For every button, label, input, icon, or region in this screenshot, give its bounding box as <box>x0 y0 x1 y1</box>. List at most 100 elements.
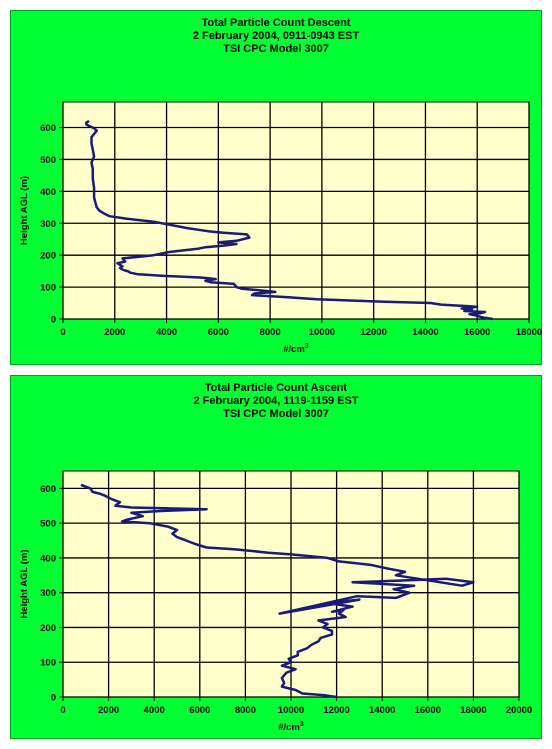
data-point <box>93 133 95 135</box>
data-point <box>215 278 217 280</box>
x-tick-label: 6000 <box>208 327 229 338</box>
data-point <box>206 508 208 510</box>
y-tick-label: 200 <box>40 251 56 262</box>
data-point <box>119 267 121 269</box>
data-point <box>176 529 178 531</box>
data-point <box>110 498 112 500</box>
data-point <box>251 550 253 552</box>
x-tick-label: 12000 <box>323 705 349 716</box>
chart-svg-ascent: 0 2000 4000 6000 8000 10000 12000 14000 16000 180… <box>19 470 532 733</box>
data-point <box>168 251 170 253</box>
data-point <box>310 644 313 646</box>
data-point <box>121 265 124 267</box>
data-point <box>294 689 297 691</box>
data-point <box>167 526 169 528</box>
data-point <box>93 127 95 129</box>
data-point <box>109 215 111 217</box>
data-point <box>186 227 188 229</box>
data-point <box>142 515 144 517</box>
data-point <box>199 276 201 279</box>
data-point <box>85 122 87 124</box>
data-point <box>408 592 411 594</box>
x-tick-label: 6000 <box>189 705 210 716</box>
data-point <box>290 661 292 663</box>
chart-svg-descent: 0 2000 4000 6000 8000 10000 12000 14000 16000 180… <box>19 101 542 355</box>
x-tick-label: 10000 <box>278 705 304 716</box>
data-point <box>331 611 333 613</box>
x-tick-label: 4000 <box>156 327 177 338</box>
data-point <box>204 246 206 248</box>
data-point <box>445 578 447 580</box>
data-point <box>476 315 478 317</box>
data-point <box>386 567 388 569</box>
y-tick-label: 300 <box>40 588 56 599</box>
data-point <box>468 305 471 307</box>
data-point <box>281 677 283 679</box>
data-point <box>89 487 91 489</box>
data-point <box>461 307 463 310</box>
data-point <box>160 510 162 512</box>
y-tick-label: 400 <box>40 553 56 564</box>
chart-subtitle-instrument: TSI CPC Model 3007 <box>223 408 329 420</box>
y-tick-label: 100 <box>40 658 56 669</box>
x-tick-label: 4000 <box>144 705 165 716</box>
data-point <box>297 654 299 656</box>
data-point <box>317 619 319 622</box>
data-point <box>288 658 290 660</box>
y-axis-label: Height AGL (m) <box>19 176 30 245</box>
data-point <box>440 304 442 306</box>
data-point <box>103 213 106 215</box>
x-axis-label: #/cm3 <box>283 343 309 355</box>
data-point <box>356 595 358 597</box>
data-point <box>119 501 121 503</box>
data-point <box>90 136 93 138</box>
x-axis-label: #/cm3 <box>278 721 304 733</box>
data-point <box>253 292 256 295</box>
data-point <box>301 692 303 695</box>
data-point <box>114 505 117 507</box>
data-point <box>222 232 225 234</box>
data-point <box>153 254 155 256</box>
data-point <box>471 308 473 311</box>
data-point <box>326 623 329 625</box>
data-point <box>267 552 269 554</box>
data-point <box>351 606 354 608</box>
y-tick-label: 200 <box>40 623 56 634</box>
chart-subtitle-date: 2 February 2004, 1119-1159 EST <box>193 395 359 407</box>
data-point <box>404 571 406 573</box>
data-point <box>93 197 95 199</box>
data-point <box>233 283 235 285</box>
data-point <box>119 264 121 266</box>
data-point <box>92 177 94 180</box>
data-point <box>393 588 395 590</box>
data-point <box>163 275 165 277</box>
plot-area <box>62 101 530 320</box>
data-point <box>96 206 98 208</box>
data-point <box>345 616 347 618</box>
data-point <box>121 257 124 259</box>
x-tick-label: 0 <box>60 705 65 716</box>
data-point <box>207 230 209 232</box>
chart-title: Total Particle Count Ascent <box>204 382 348 394</box>
chart-title: Total Particle Count Descent <box>201 17 351 29</box>
x-tick-label: 14000 <box>369 705 395 716</box>
data-point <box>274 291 276 293</box>
data-point <box>127 270 129 272</box>
data-point <box>492 318 494 320</box>
data-point <box>373 300 375 303</box>
chart-panel-descent: Total Particle Count Descent 2 February … <box>10 10 542 365</box>
data-point <box>90 162 93 164</box>
x-tick-label: 2000 <box>104 327 125 338</box>
data-point <box>370 564 372 566</box>
y-tick-label: 0 <box>51 693 56 704</box>
data-point <box>88 120 90 122</box>
y-tick-label: 500 <box>40 155 56 166</box>
data-point <box>88 125 90 127</box>
data-point <box>85 123 87 125</box>
data-point <box>281 685 283 688</box>
data-point <box>233 548 235 550</box>
data-point <box>235 240 238 242</box>
data-point <box>472 581 474 583</box>
data-point <box>222 245 225 247</box>
x-tick-label: 20000 <box>506 705 532 716</box>
